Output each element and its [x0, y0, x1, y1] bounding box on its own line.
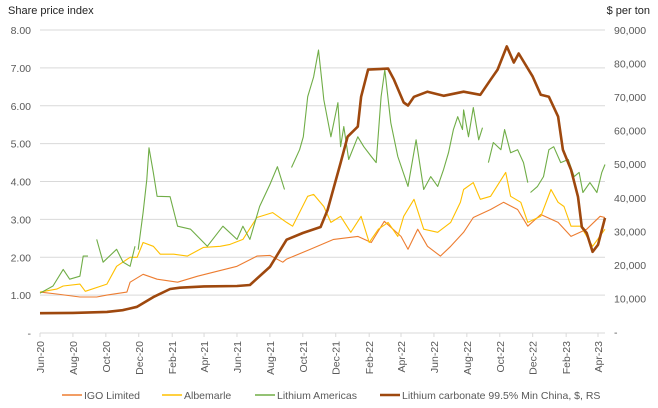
series-line-2 — [39, 255, 88, 294]
right-axis-title: $ per ton — [607, 5, 650, 17]
series-line-2 — [487, 129, 529, 183]
x-tick-label: Apr-22 — [396, 341, 408, 373]
left-tick-label: 4.00 — [11, 177, 32, 189]
x-tick-label: Aug-22 — [462, 341, 474, 375]
legend-label: Albemarle — [184, 390, 231, 402]
series-line-2 — [530, 146, 606, 194]
right-tick-label: 80,000 — [614, 59, 646, 71]
left-tick-label: 3.00 — [11, 214, 32, 226]
right-tick-label: 60,000 — [614, 126, 646, 138]
right-tick-label: 40,000 — [614, 193, 646, 205]
x-tick-label: Oct-22 — [495, 341, 507, 373]
x-tick-label: Jun-22 — [429, 341, 441, 373]
right-tick-label: 50,000 — [614, 159, 646, 171]
right-tick-label: 90,000 — [614, 25, 646, 37]
x-tick-label: Dec-20 — [134, 341, 146, 375]
series-line-1 — [39, 171, 606, 293]
series-line-0 — [39, 201, 606, 298]
left-axis-title: Share price index — [8, 5, 94, 17]
x-tick-label: Feb-22 — [364, 341, 376, 374]
legend: IGO Limited Albemarle Lithium Americas Lith… — [62, 390, 600, 402]
series-lines — [39, 45, 607, 315]
right-tick-label: - — [614, 327, 618, 339]
right-axis: - 10,000 20,000 30,000 40,000 50,000 60,000 70,… — [614, 25, 646, 339]
series-line-3 — [39, 45, 607, 315]
x-tick-label: Aug-21 — [265, 341, 277, 375]
right-tick-label: 70,000 — [614, 92, 646, 104]
gridlines — [40, 29, 605, 296]
left-tick-label: 7.00 — [11, 63, 32, 75]
series-line-2 — [96, 239, 136, 267]
right-tick-label: 10,000 — [614, 293, 646, 305]
x-axis: Jun-20 Aug-20 Oct-20 Dec-20 Feb-21 Apr-21 Jun-… — [35, 332, 605, 375]
left-tick-label: 5.00 — [11, 139, 32, 151]
legend-label: IGO Limited — [84, 390, 140, 402]
right-tick-label: 20,000 — [614, 260, 646, 272]
x-tick-label: Jun-20 — [35, 341, 47, 373]
left-tick-label: 6.00 — [11, 101, 32, 113]
left-tick-label: 2.00 — [11, 252, 32, 264]
x-tick-label: Oct-20 — [101, 341, 113, 373]
series-line-2 — [290, 49, 484, 191]
x-tick-label: Aug-20 — [68, 341, 80, 375]
series-line-2 — [137, 147, 286, 250]
x-tick-label: Apr-23 — [593, 341, 605, 373]
x-tick-label: Jun-21 — [232, 341, 244, 373]
x-tick-label: Apr-21 — [199, 341, 211, 373]
x-tick-label: Dec-21 — [331, 341, 343, 375]
left-axis: - 1.00 2.00 3.00 4.00 5.00 6.00 7.00 8.00 — [11, 25, 32, 340]
left-tick-label: - — [28, 328, 32, 340]
x-tick-label: Oct-21 — [298, 341, 310, 373]
left-tick-label: 8.00 — [11, 25, 32, 37]
legend-label: Lithium carbonate 99.5% Min China, $, RS — [402, 390, 600, 402]
legend-label: Lithium Americas — [277, 390, 357, 402]
x-tick-label: Dec-22 — [528, 341, 540, 375]
left-tick-label: 1.00 — [11, 290, 32, 302]
x-tick-label: Feb-23 — [561, 341, 573, 374]
right-tick-label: 30,000 — [614, 226, 646, 238]
x-tick-label: Feb-21 — [167, 341, 179, 374]
